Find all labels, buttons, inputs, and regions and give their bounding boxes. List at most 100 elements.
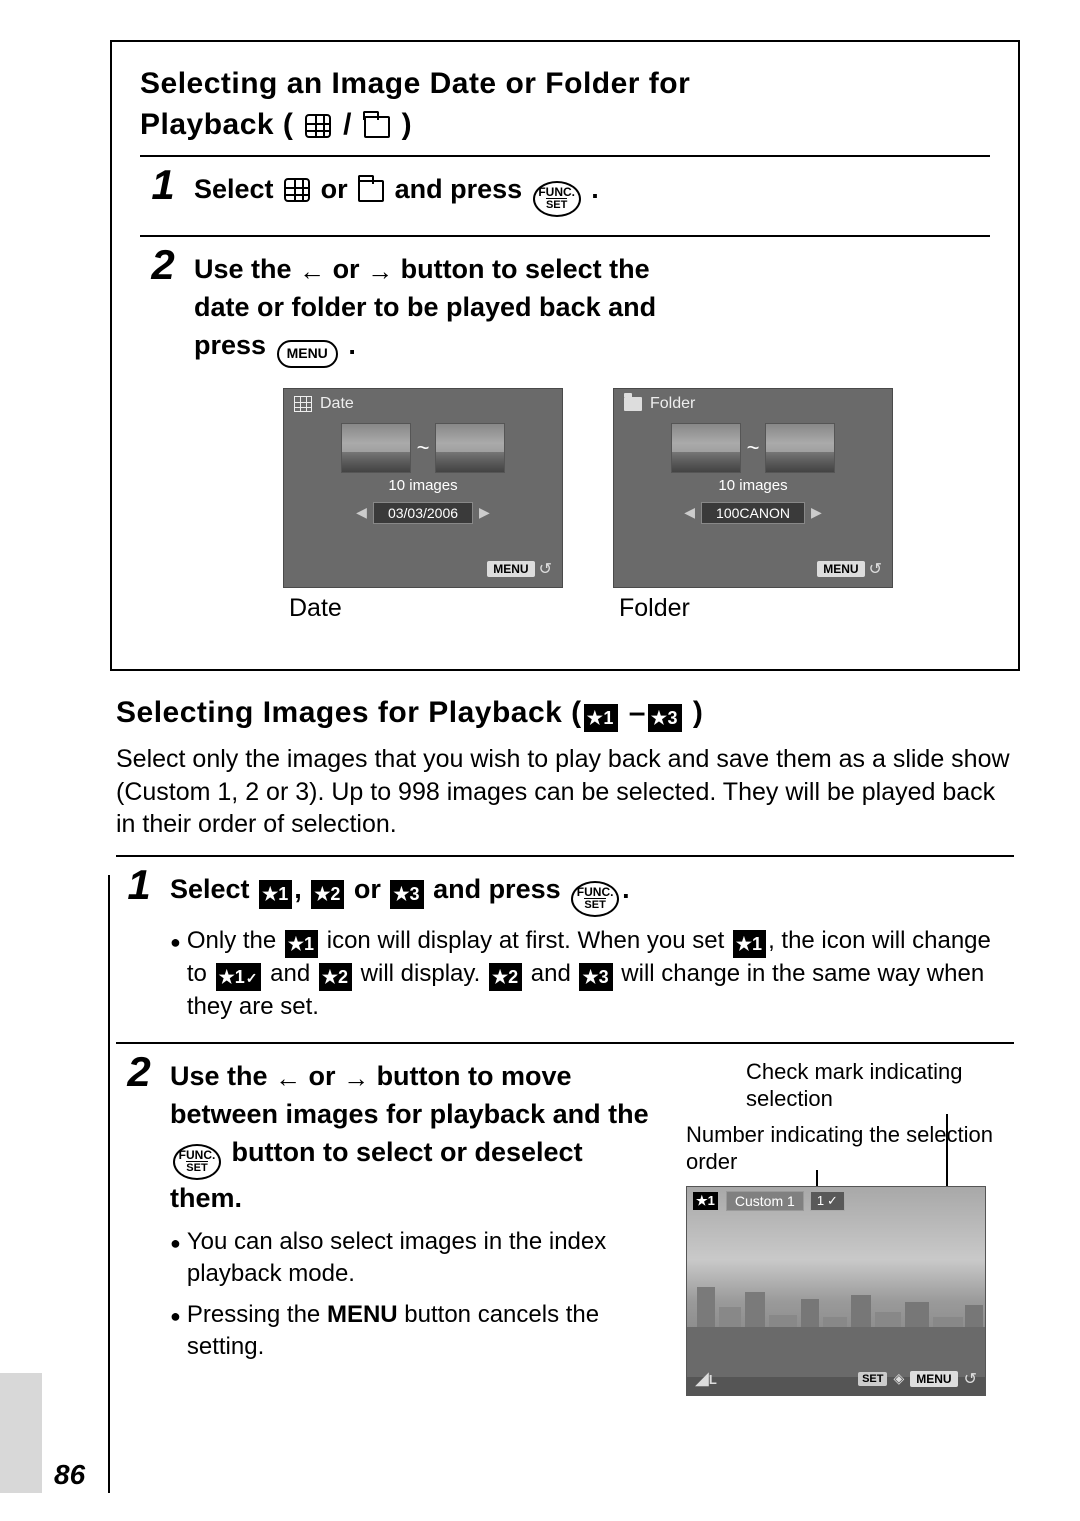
- annotation-order: Number indicating the selection order: [686, 1121, 1006, 1176]
- step-content: Select ★1, ★2 or ★3 and press FUNC.SET. …: [162, 856, 1014, 1043]
- bullet-icon: ●: [170, 930, 181, 1024]
- selector-row: ◀ 03/03/2006 ▶: [284, 502, 562, 524]
- t: FUNC.: [577, 885, 614, 899]
- folder-icon: [624, 397, 642, 411]
- image-count: 10 images: [614, 477, 892, 494]
- page-side-tab: [0, 1373, 42, 1493]
- custom-top-bar: ★1 Custom 1 1 ✓: [691, 1191, 845, 1211]
- t: Pressing the: [187, 1301, 327, 1328]
- t: SET: [584, 898, 605, 911]
- t: will display.: [354, 960, 487, 987]
- star1-checked-icon: ★1: [216, 963, 262, 991]
- star1-icon: ★1: [285, 930, 318, 958]
- nav-diamond-icon: ◈: [893, 1370, 904, 1387]
- step2-bullet1: ● You can also select images in the inde…: [170, 1226, 662, 1291]
- t: Only the: [187, 927, 283, 954]
- left-tri-icon: ◀: [684, 504, 695, 521]
- left-arrow-icon: ←: [275, 1063, 301, 1093]
- thumb: 10: [435, 423, 505, 473]
- t: ): [693, 696, 704, 729]
- left-tri-icon: ◀: [356, 504, 367, 521]
- menu-return: MENU ↺: [487, 559, 552, 579]
- section2-intro: Select only the images that you wish to …: [116, 743, 1014, 841]
- star3-icon: ★3: [648, 704, 682, 732]
- step2-heading: Use the ← or → button to select the date…: [194, 251, 982, 368]
- bottom-controls: SET ◈ MENU ↺: [858, 1369, 977, 1389]
- star2-icon: ★2: [319, 963, 352, 991]
- t: or: [321, 174, 356, 204]
- folder-icon: [358, 180, 384, 202]
- t: Select: [194, 174, 281, 204]
- return-icon: ↺: [869, 559, 882, 579]
- step-number: 2: [140, 236, 186, 641]
- date-grid-icon: [294, 396, 312, 412]
- t: button to select or deselect them.: [170, 1137, 583, 1213]
- step2-layout: Use the ← or → button to move between im…: [170, 1058, 1006, 1396]
- step-row: 1 Select or and press FUNC.SET .: [140, 156, 990, 236]
- right-tri-icon: ▶: [479, 504, 490, 521]
- func-set-button-icon: FUNC.SET: [571, 881, 619, 917]
- section-custom-playback: Selecting Images for Playback (★1 –★3 ) …: [110, 693, 1020, 1414]
- bullet-text: Pressing the MENU button cancels the set…: [187, 1299, 662, 1364]
- t: date or folder to be played back and: [194, 292, 656, 322]
- t: or: [346, 874, 388, 904]
- thumb: 1: [341, 423, 411, 473]
- screen-title: Date: [320, 395, 354, 413]
- star2-icon: ★2: [311, 880, 344, 909]
- right-arrow-icon: →: [343, 1063, 369, 1093]
- resolution-icon: ◢L: [695, 1368, 717, 1389]
- section1-title: Selecting an Image Date or Folder for Pl…: [140, 64, 990, 145]
- t: ,: [294, 874, 309, 904]
- t: and: [524, 960, 577, 987]
- camera-screens: Date 1 ~ 10 10 images ◀ 03: [194, 388, 982, 623]
- range-tilde-icon: ~: [747, 435, 760, 461]
- t: and: [263, 960, 316, 987]
- thumb: 1: [671, 423, 741, 473]
- selector-row: ◀ 100CANON ▶: [614, 502, 892, 524]
- step2-right: Check mark indicating selection Number i…: [686, 1058, 1006, 1396]
- menu-pill: MENU: [817, 561, 864, 577]
- step-number: 2: [116, 1043, 162, 1414]
- check-icon: ✓: [827, 1193, 838, 1209]
- thumbnails: 1 ~ 10: [284, 423, 562, 473]
- t: FUNC.: [538, 185, 575, 199]
- step2-heading: Use the ← or → button to move between im…: [170, 1058, 662, 1218]
- pointer-line: [946, 1114, 948, 1196]
- skyline-graphic: [687, 1287, 985, 1377]
- t: Selecting Images for Playback (: [116, 696, 582, 729]
- t: FUNC.: [179, 1148, 216, 1162]
- right-arrow-icon: →: [367, 256, 393, 286]
- step1-bullet: ● Only the ★1 icon will display at first…: [170, 925, 1006, 1024]
- annotation-checkmark: Check mark indicating selection: [746, 1058, 1006, 1113]
- star1-icon: ★1: [733, 930, 766, 958]
- screen-title: Folder: [650, 395, 695, 413]
- thumb: 10: [765, 423, 835, 473]
- date-grid-icon: [284, 178, 310, 202]
- return-icon: ↺: [539, 559, 552, 579]
- title-text-1: Selecting an Image Date or Folder for: [140, 67, 690, 100]
- t: button to select the: [401, 254, 650, 284]
- set-pill: SET: [858, 1372, 887, 1386]
- step-row: 2 Use the ← or → button to select the da…: [140, 236, 990, 641]
- t: Select: [170, 874, 257, 904]
- title-text-2: Playback (: [140, 108, 293, 141]
- selector-value: 100CANON: [701, 502, 805, 524]
- bullet-text: You can also select images in the index …: [187, 1226, 662, 1291]
- func-set-button-icon: FUNC.SET: [533, 181, 581, 217]
- step1-heading: Select ★1, ★2 or ★3 and press FUNC.SET.: [170, 871, 1006, 917]
- screen-title-bar: Date: [284, 389, 562, 419]
- screen-label: Folder: [613, 594, 893, 623]
- custom-label: Custom 1: [726, 1191, 804, 1211]
- return-icon: ↺: [964, 1369, 977, 1389]
- step-content: Use the ← or → button to move between im…: [162, 1043, 1014, 1414]
- selector-value: 03/03/2006: [373, 502, 473, 524]
- func-set-button-icon: FUNC.SET: [173, 1144, 221, 1180]
- left-arrow-icon: ←: [299, 256, 325, 286]
- t: SET: [186, 1161, 207, 1174]
- bullet-icon: ●: [170, 1231, 181, 1291]
- t: MENU: [327, 1301, 398, 1328]
- date-grid-icon: [305, 114, 331, 138]
- section2-steps: 1 Select ★1, ★2 or ★3 and press FUNC.SET…: [116, 855, 1014, 1414]
- t: .: [591, 174, 599, 204]
- screen-title-bar: Folder: [614, 389, 892, 419]
